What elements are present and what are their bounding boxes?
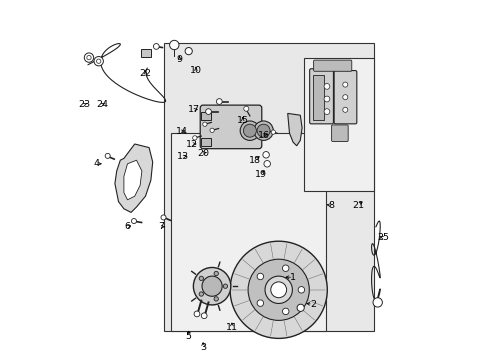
- Text: 19: 19: [254, 170, 266, 179]
- Circle shape: [214, 271, 218, 276]
- Circle shape: [240, 121, 259, 140]
- Text: 21: 21: [351, 201, 363, 210]
- Circle shape: [199, 292, 203, 296]
- Text: 3: 3: [200, 343, 206, 352]
- Polygon shape: [287, 113, 302, 146]
- Circle shape: [84, 53, 94, 62]
- Circle shape: [324, 96, 329, 102]
- Polygon shape: [115, 144, 152, 212]
- Text: 11: 11: [225, 323, 238, 332]
- Circle shape: [185, 48, 192, 55]
- Circle shape: [244, 106, 248, 111]
- Circle shape: [169, 40, 179, 50]
- Text: 14: 14: [175, 127, 187, 136]
- Circle shape: [205, 109, 211, 114]
- Circle shape: [264, 161, 270, 167]
- Circle shape: [342, 107, 347, 112]
- FancyBboxPatch shape: [141, 49, 150, 57]
- FancyBboxPatch shape: [333, 71, 356, 124]
- Circle shape: [201, 313, 206, 319]
- Bar: [163, 43, 373, 331]
- Text: 16: 16: [258, 131, 270, 140]
- Text: 2: 2: [309, 300, 315, 309]
- Circle shape: [209, 128, 214, 132]
- Circle shape: [153, 44, 159, 49]
- Bar: [200, 112, 211, 120]
- Circle shape: [193, 267, 230, 305]
- Text: 12: 12: [186, 140, 198, 149]
- Circle shape: [282, 265, 288, 271]
- Circle shape: [257, 273, 263, 280]
- Circle shape: [214, 297, 218, 301]
- Text: 7: 7: [159, 222, 164, 231]
- Circle shape: [199, 276, 203, 280]
- Circle shape: [161, 215, 166, 220]
- Circle shape: [282, 308, 288, 315]
- Circle shape: [230, 241, 326, 338]
- Circle shape: [270, 282, 286, 298]
- Text: 10: 10: [189, 66, 202, 75]
- FancyBboxPatch shape: [309, 69, 333, 124]
- Text: 1: 1: [289, 273, 296, 282]
- Circle shape: [270, 130, 275, 134]
- Circle shape: [247, 259, 309, 320]
- Text: 5: 5: [185, 332, 191, 341]
- FancyBboxPatch shape: [313, 75, 323, 120]
- Bar: [200, 138, 211, 146]
- Text: 6: 6: [124, 222, 130, 231]
- Bar: [170, 133, 325, 331]
- Circle shape: [203, 122, 206, 126]
- Circle shape: [131, 219, 136, 224]
- Circle shape: [342, 95, 347, 100]
- Circle shape: [324, 84, 329, 89]
- Circle shape: [243, 124, 256, 137]
- Text: 13: 13: [177, 152, 189, 161]
- Text: 15: 15: [236, 116, 248, 125]
- Text: 17: 17: [188, 105, 200, 114]
- Text: 20: 20: [197, 149, 209, 158]
- Circle shape: [263, 152, 269, 158]
- Circle shape: [372, 298, 382, 307]
- Circle shape: [105, 153, 110, 158]
- FancyBboxPatch shape: [331, 125, 347, 141]
- Circle shape: [194, 311, 200, 317]
- Circle shape: [96, 59, 101, 63]
- Circle shape: [298, 287, 304, 293]
- Circle shape: [264, 276, 292, 303]
- Text: 22: 22: [139, 69, 151, 78]
- Text: 18: 18: [249, 156, 261, 165]
- Text: 4: 4: [94, 159, 100, 168]
- Polygon shape: [123, 160, 142, 200]
- Circle shape: [296, 304, 304, 311]
- Circle shape: [223, 284, 227, 288]
- Circle shape: [94, 57, 103, 66]
- Circle shape: [342, 82, 347, 87]
- Text: 24: 24: [96, 100, 108, 109]
- Circle shape: [324, 109, 329, 114]
- Circle shape: [202, 276, 222, 296]
- FancyBboxPatch shape: [200, 105, 261, 149]
- Circle shape: [257, 300, 263, 306]
- Text: 23: 23: [78, 100, 90, 109]
- Text: 9: 9: [176, 55, 183, 64]
- Text: 25: 25: [376, 233, 388, 242]
- Bar: [303, 58, 373, 191]
- Circle shape: [216, 99, 222, 104]
- Circle shape: [192, 136, 197, 140]
- FancyBboxPatch shape: [313, 60, 351, 71]
- Circle shape: [257, 124, 269, 137]
- Circle shape: [253, 121, 273, 140]
- Circle shape: [87, 55, 91, 60]
- Text: 8: 8: [327, 201, 333, 210]
